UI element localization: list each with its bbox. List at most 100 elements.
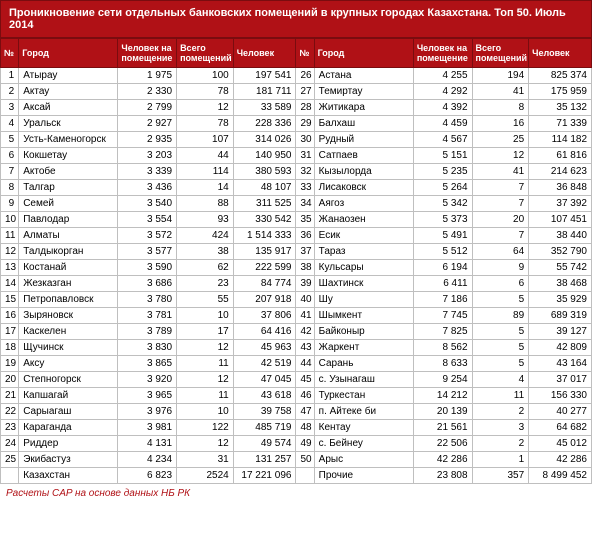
cell-v3: 107 451: [529, 212, 592, 228]
table-row: 21Капшагай3 9651143 61846Туркестан14 212…: [1, 388, 592, 404]
cell-city: Сарань: [314, 356, 413, 372]
cell-v1: 4 255: [413, 68, 472, 84]
cell-v3: 314 026: [233, 132, 296, 148]
header-row: № Город Человек на помещение Всего помещ…: [1, 39, 592, 68]
cell-idx: 50: [296, 452, 314, 468]
table-row: 19Аксу3 8651142 51944Сарань8 633543 164: [1, 356, 592, 372]
cell-v1: 9 254: [413, 372, 472, 388]
cell-city: Жанаозен: [314, 212, 413, 228]
cell-city: Астана: [314, 68, 413, 84]
table-row: 23Караганда3 981122485 71948Кентау21 561…: [1, 420, 592, 436]
cell-v3: 175 959: [529, 84, 592, 100]
table-row: 10Павлодар3 55493330 54235Жанаозен5 3732…: [1, 212, 592, 228]
cell-city: с. Бейнеу: [314, 436, 413, 452]
cell-idx: 11: [1, 228, 19, 244]
cell-v2: 5: [472, 356, 529, 372]
table-row: 18Щучинск3 8301245 96343Жаркент8 562542 …: [1, 340, 592, 356]
cell-v1: 4 567: [413, 132, 472, 148]
cell-v3: 38 468: [529, 276, 592, 292]
table-row: 8Талгар3 4361448 10733Лисаковск5 264736 …: [1, 180, 592, 196]
cell-idx: 34: [296, 196, 314, 212]
cell-v3: 71 339: [529, 116, 592, 132]
cell-v3: 45 963: [233, 340, 296, 356]
table-row: 3Аксай2 7991233 58928Житикара4 392835 13…: [1, 100, 592, 116]
table-row: 15Петропавловск3 78055207 91840Шу7 18653…: [1, 292, 592, 308]
cell-v1: 3 830: [118, 340, 177, 356]
cell-city: Щучинск: [19, 340, 118, 356]
cell-city: Тараз: [314, 244, 413, 260]
cell-v2: 107: [177, 132, 234, 148]
cell-idx: 38: [296, 260, 314, 276]
cell-city: Аксу: [19, 356, 118, 372]
cell-idx: 27: [296, 84, 314, 100]
cell-idx: 15: [1, 292, 19, 308]
cell-idx: 17: [1, 324, 19, 340]
cell-v2: 2: [472, 436, 529, 452]
cell-v1: 4 292: [413, 84, 472, 100]
cell-v1: 23 808: [413, 468, 472, 484]
cell-v2: 6: [472, 276, 529, 292]
cell-v3: 84 774: [233, 276, 296, 292]
cell-v1: 3 976: [118, 404, 177, 420]
cell-v3: 37 806: [233, 308, 296, 324]
cell-v2: 7: [472, 228, 529, 244]
cell-city: Сарыагаш: [19, 404, 118, 420]
cell-city: Есик: [314, 228, 413, 244]
cell-v1: 7 745: [413, 308, 472, 324]
cell-v1: 5 151: [413, 148, 472, 164]
cell-city: Павлодар: [19, 212, 118, 228]
table-row: 7Актобе3 339114380 59332Кызылорда5 23541…: [1, 164, 592, 180]
data-table: № Город Человек на помещение Всего помещ…: [0, 38, 592, 484]
cell-v2: 62: [177, 260, 234, 276]
cell-city: Кокшетау: [19, 148, 118, 164]
cell-v2: 17: [177, 324, 234, 340]
col-city: Город: [19, 39, 118, 68]
col-v1: Человек на помещение: [118, 39, 177, 68]
cell-v1: 3 780: [118, 292, 177, 308]
cell-v2: 12: [177, 372, 234, 388]
col-v2: Всего помещений: [472, 39, 529, 68]
cell-v2: 357: [472, 468, 529, 484]
cell-v2: 41: [472, 84, 529, 100]
cell-v2: 31: [177, 452, 234, 468]
cell-v3: 43 618: [233, 388, 296, 404]
cell-v2: 122: [177, 420, 234, 436]
cell-idx: 41: [296, 308, 314, 324]
cell-v3: 214 623: [529, 164, 592, 180]
col-v3: Человек: [529, 39, 592, 68]
cell-v3: 61 816: [529, 148, 592, 164]
cell-v3: 330 542: [233, 212, 296, 228]
cell-v2: 7: [472, 196, 529, 212]
cell-idx: 32: [296, 164, 314, 180]
cell-city: Прочие: [314, 468, 413, 484]
cell-v1: 3 554: [118, 212, 177, 228]
cell-v1: 5 512: [413, 244, 472, 260]
cell-v3: 135 917: [233, 244, 296, 260]
cell-city: Шымкент: [314, 308, 413, 324]
table-row: Казахстан6 823252417 221 096Прочие23 808…: [1, 468, 592, 484]
cell-idx: 30: [296, 132, 314, 148]
cell-v3: 49 574: [233, 436, 296, 452]
cell-city: п. Айтеке би: [314, 404, 413, 420]
cell-v2: 5: [472, 324, 529, 340]
cell-city: Атырау: [19, 68, 118, 84]
cell-idx: 48: [296, 420, 314, 436]
cell-city: с. Узынагаш: [314, 372, 413, 388]
cell-idx: 8: [1, 180, 19, 196]
cell-v1: 20 139: [413, 404, 472, 420]
cell-idx: 5: [1, 132, 19, 148]
cell-v3: 825 374: [529, 68, 592, 84]
cell-v3: 35 132: [529, 100, 592, 116]
cell-city: Кызылорда: [314, 164, 413, 180]
cell-city: Алматы: [19, 228, 118, 244]
cell-idx: 2: [1, 84, 19, 100]
cell-v2: 78: [177, 116, 234, 132]
cell-idx: 10: [1, 212, 19, 228]
cell-city: Уральск: [19, 116, 118, 132]
report-title: Проникновение сети отдельных банковских …: [0, 0, 592, 38]
cell-city: Капшагай: [19, 388, 118, 404]
cell-city: Рудный: [314, 132, 413, 148]
cell-v2: 10: [177, 308, 234, 324]
cell-v1: 1 975: [118, 68, 177, 84]
cell-idx: 21: [1, 388, 19, 404]
